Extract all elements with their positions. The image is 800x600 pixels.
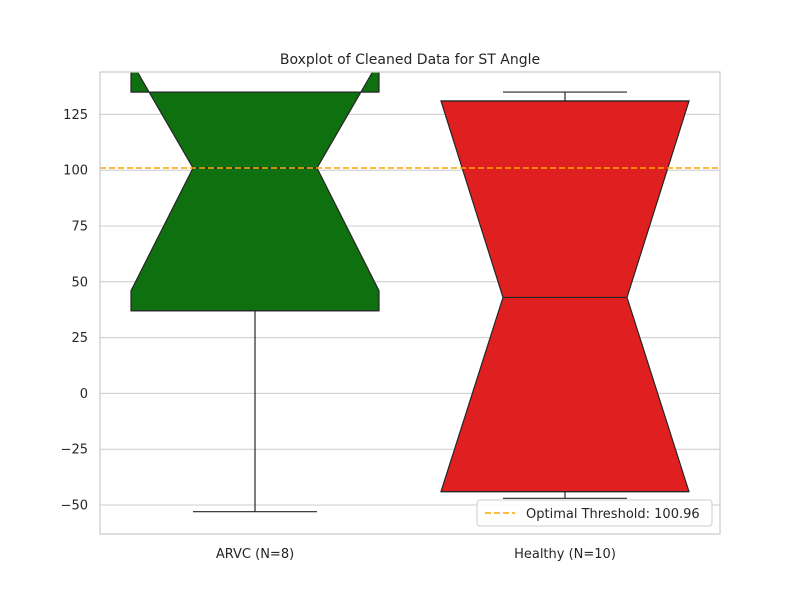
box-group — [440, 91, 690, 499]
x-tick-label: ARVC (N=8) — [216, 547, 294, 562]
chart-title: Boxplot of Cleaned Data for ST Angle — [280, 52, 540, 68]
y-tick-label: 75 — [71, 220, 88, 235]
y-tick-label: 50 — [71, 275, 88, 290]
y-tick-label: −50 — [61, 498, 88, 513]
legend-box — [476, 499, 713, 527]
legend: Optimal Threshold: 100.96 — [476, 499, 713, 527]
y-tick-label: 125 — [63, 108, 88, 123]
box-body — [440, 100, 690, 493]
y-tick-label: 25 — [71, 331, 88, 346]
y-tick-label: −25 — [61, 443, 88, 458]
y-axis-ticks: −50 −25 0 25 50 75 100 125 — [61, 108, 88, 514]
y-tick-label: 100 — [63, 164, 88, 179]
plot-frame — [99, 71, 721, 535]
x-axis-ticks: ARVC (N=8) Healthy (N=10) — [216, 547, 616, 562]
y-tick-label: 0 — [80, 387, 88, 402]
box-group — [130, 72, 380, 513]
x-tick-label: Healthy (N=10) — [514, 547, 616, 562]
boxes — [130, 72, 690, 513]
box-body — [130, 72, 380, 312]
legend-label: Optimal Threshold: 100.96 — [526, 507, 700, 522]
